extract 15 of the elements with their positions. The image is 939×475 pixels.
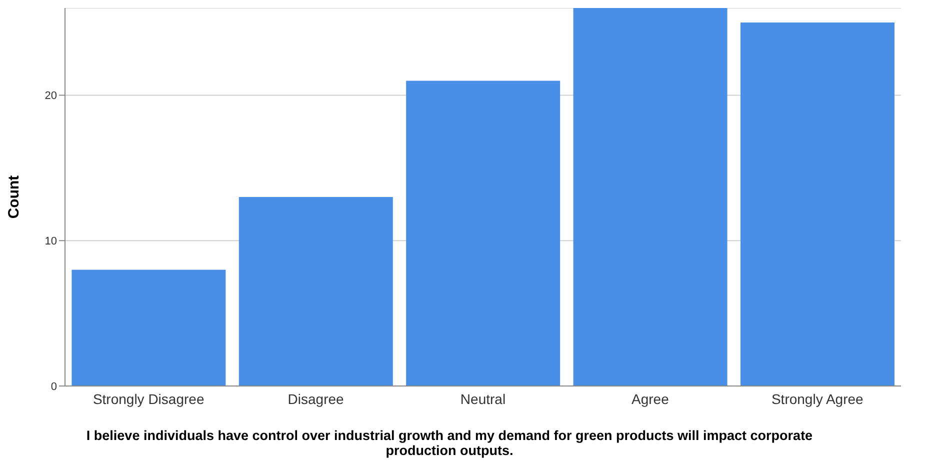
x-tick-label: Neutral [460, 390, 506, 407]
bar [72, 270, 226, 386]
x-tick-label: Strongly Agree [771, 390, 864, 407]
y-tick-label: 0 [50, 380, 57, 393]
x-tick-label: Disagree [288, 390, 344, 407]
y-tick-label: 10 [44, 236, 57, 248]
y-tick-label: 20 [44, 90, 57, 102]
x-tick-label: Agree [632, 390, 670, 407]
bar [238, 197, 393, 386]
bar [573, 8, 728, 386]
x-axis-title: I believe individuals have control over industrial growth and my demand for green products will impact corporate production outputs. [85, 427, 814, 458]
bar [740, 22, 894, 386]
y-axis-title: Count [5, 175, 22, 219]
x-tick-label: Strongly Disagree [92, 390, 204, 407]
bar [406, 80, 560, 386]
